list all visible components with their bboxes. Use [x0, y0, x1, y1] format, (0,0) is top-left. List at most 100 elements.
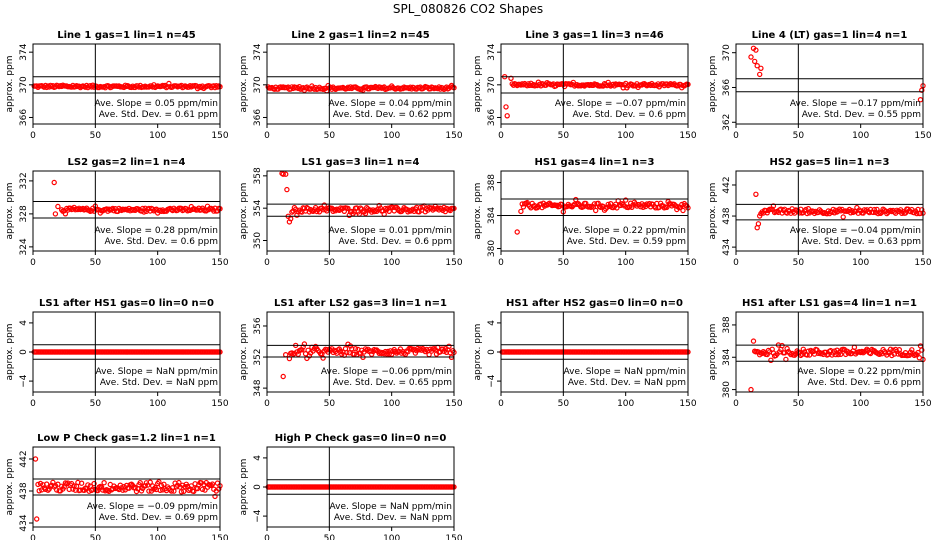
data-point: [157, 487, 163, 493]
data-point: [101, 480, 107, 486]
stat-value: 0.05: [152, 99, 175, 109]
y-tick-label: 354: [253, 199, 263, 216]
y-axis-label: approx. ppm: [473, 324, 483, 381]
data-point: [838, 351, 844, 357]
stat-label: Ave. Slope =: [555, 99, 613, 109]
data-point: [800, 346, 807, 352]
stat-unit: ppm/min: [409, 502, 452, 512]
x-tick-label: 150: [914, 258, 931, 268]
stat-unit: ppm/min: [643, 226, 686, 236]
stat-value: −0.09: [144, 502, 175, 512]
y-tick-label: 370: [19, 76, 29, 93]
data-point: [52, 211, 59, 217]
y-tick-label: 352: [253, 348, 263, 365]
data-point: [748, 54, 754, 60]
data-point: [680, 207, 686, 214]
data-points: [31, 349, 223, 355]
x-tick-label: 150: [211, 534, 228, 540]
y-tick-label: 4: [253, 455, 263, 461]
data-point: [55, 203, 61, 210]
stat-unit: ppm: [195, 110, 218, 120]
data-point: [664, 204, 670, 211]
y-tick-label: 366: [722, 79, 732, 96]
stddev-annotation: Ave. Std. Dev. = 0.6 ppm: [573, 110, 687, 120]
panel-6: LS1 gas=3 lin=1 n=4 0 50 100 150 350 354 358 app…: [239, 157, 463, 268]
x-tick-label: 50: [90, 399, 102, 409]
stat-unit: ppm/min: [175, 367, 218, 377]
panel-1: Line 1 gas=1 lin=1 n=45 0 50 100 150 366 370 37…: [5, 30, 229, 141]
data-point: [870, 209, 876, 216]
panel-title: HS1 after HS2 gas=0 lin=0 n=0: [506, 298, 683, 309]
y-axis-label: approx. ppm: [239, 56, 249, 113]
data-point: [34, 516, 40, 522]
y-tick-label: 384: [487, 207, 497, 224]
stddev-annotation: Ave. Std. Dev. = 0.6 ppm: [808, 378, 922, 388]
data-point: [824, 210, 830, 217]
data-point: [871, 206, 878, 213]
x-tick-label: 100: [149, 258, 166, 268]
stddev-annotation: Ave. Std. Dev. = 0.63 ppm: [802, 237, 921, 247]
panel-title: HS1 gas=4 lin=1 n=3: [535, 157, 655, 168]
x-tick-label: 150: [211, 131, 228, 141]
stat-label: Ave. Slope =: [96, 367, 154, 377]
data-point: [881, 207, 888, 213]
y-tick-label: 388: [722, 316, 732, 333]
stat-value: 0.69: [172, 513, 195, 523]
x-tick-label: 100: [383, 258, 400, 268]
stat-label: Ave. Slope =: [797, 367, 855, 377]
data-points: [265, 82, 457, 94]
y-tick-label: 370: [487, 76, 497, 93]
stat-unit: ppm/min: [175, 226, 218, 236]
stat-value: 0.62: [406, 110, 429, 120]
x-tick-label: 150: [445, 399, 462, 409]
y-tick-label: 374: [487, 43, 497, 60]
data-point: [345, 205, 351, 212]
stat-unit: ppm/min: [643, 99, 686, 109]
x-tick-label: 100: [149, 131, 166, 141]
stat-value: NaN: [387, 502, 409, 512]
stat-label: Ave. Std. Dev. =: [105, 237, 178, 247]
plot-frame: [735, 43, 924, 125]
x-tick-label: 150: [679, 399, 696, 409]
data-point: [351, 351, 357, 357]
data-point: [755, 221, 762, 227]
data-point: [45, 487, 51, 493]
stddev-annotation: Ave. Std. Dev. = 0.6 ppm: [105, 237, 219, 247]
stat-unit: ppm: [663, 237, 686, 247]
data-point: [754, 62, 760, 69]
y-tick-label: 366: [19, 109, 29, 126]
data-point: [588, 204, 594, 210]
stat-label: Ave. Std. Dev. =: [567, 237, 640, 247]
stddev-annotation: Ave. Std. Dev. = 0.69 ppm: [99, 513, 218, 523]
x-tick-label: 50: [558, 258, 570, 268]
panel-title: HS2 gas=5 lin=1 n=3: [770, 157, 890, 168]
data-point: [876, 209, 883, 215]
y-tick-label: −4: [487, 374, 497, 388]
x-tick-label: 50: [793, 399, 805, 409]
stat-label: Ave. Std. Dev. =: [339, 237, 412, 247]
y-tick-label: 0: [487, 349, 497, 355]
data-points: [499, 349, 691, 355]
data-point: [320, 355, 326, 361]
stat-value: 0.65: [406, 378, 429, 388]
data-point: [212, 493, 218, 500]
panel-5: LS2 gas=2 lin=1 n=4 0 50 100 150 324 328 332 app…: [5, 157, 229, 268]
x-tick-label: 150: [679, 131, 696, 141]
data-points: [502, 73, 691, 119]
y-axis-label: approx. ppm: [239, 324, 249, 381]
data-point: [917, 343, 924, 349]
stat-unit: ppm/min: [878, 99, 921, 109]
data-point: [352, 346, 359, 352]
x-tick-label: 0: [30, 131, 36, 141]
stat-value: 0.04: [386, 99, 409, 109]
stat-label: Ave. Slope =: [87, 502, 145, 512]
data-point: [137, 480, 143, 486]
y-tick-label: 350: [253, 232, 263, 249]
y-tick-label: 434: [19, 514, 29, 531]
